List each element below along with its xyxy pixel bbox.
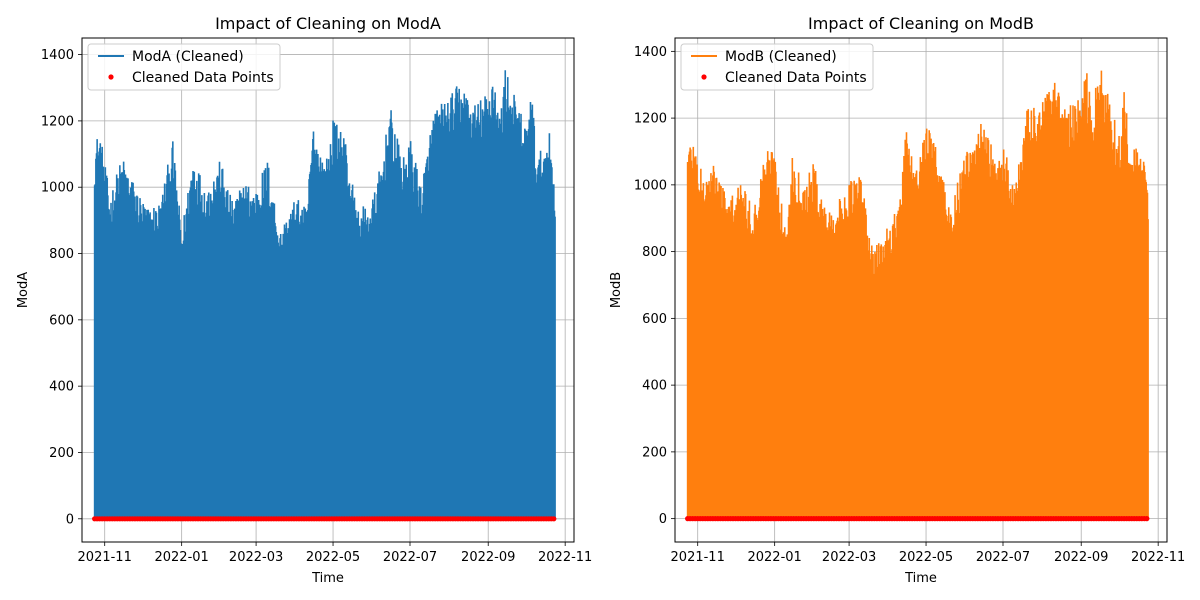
legend-box bbox=[87, 43, 281, 91]
x-tick-label: 2022-03 bbox=[822, 550, 876, 565]
legend-point-swatch bbox=[701, 74, 707, 80]
cleaned-data-point bbox=[1144, 516, 1150, 522]
legend-label: Cleaned Data Points bbox=[725, 70, 867, 86]
x-tick-label: 2022-03 bbox=[229, 550, 283, 565]
y-tick-label: 200 bbox=[49, 446, 74, 461]
x-tick-label: 2021-11 bbox=[78, 550, 132, 565]
chart-title: Impact of Cleaning on ModB bbox=[808, 14, 1034, 33]
x-tick-label: 2022-05 bbox=[899, 550, 953, 565]
x-axis-label: Time bbox=[904, 571, 937, 586]
plot-frame bbox=[81, 37, 575, 543]
cleaned-data-point bbox=[551, 516, 557, 522]
series-line-1 bbox=[93, 70, 556, 519]
legend-point-swatch bbox=[108, 74, 114, 80]
x-tick-label: 2022-09 bbox=[1054, 550, 1108, 565]
x-tick-label: 2022-01 bbox=[154, 550, 208, 565]
x-tick-label: 2022-07 bbox=[976, 550, 1030, 565]
plot-frame bbox=[674, 37, 1168, 543]
chart-title: Impact of Cleaning on ModA bbox=[215, 14, 441, 33]
y-tick-label: 1400 bbox=[41, 48, 74, 63]
y-tick-label: 1000 bbox=[634, 178, 667, 193]
legend-label: ModA (Cleaned) bbox=[132, 49, 244, 65]
x-tick-label: 2022-01 bbox=[747, 550, 801, 565]
series-line-2 bbox=[686, 70, 1149, 519]
y-tick-label: 1400 bbox=[634, 45, 667, 60]
y-axis-label: ModB bbox=[609, 272, 624, 308]
y-tick-label: 1200 bbox=[41, 114, 74, 129]
y-axis-label: ModA bbox=[16, 272, 31, 308]
y-tick-label: 1000 bbox=[41, 181, 74, 196]
x-axis-label: Time bbox=[311, 571, 344, 586]
y-tick-label: 200 bbox=[642, 445, 667, 460]
cleaned-points-group bbox=[685, 516, 1150, 522]
chart-panel-2: Impact of Cleaning on ModB 0 200 400 600 800 1… bbox=[609, 14, 1185, 586]
legend-label: ModB (Cleaned) bbox=[725, 49, 837, 65]
cleaned-points-group bbox=[92, 516, 557, 522]
y-tick-label: 800 bbox=[642, 245, 667, 260]
x-tick-label: 2022-09 bbox=[461, 550, 515, 565]
y-tick-label: 0 bbox=[66, 512, 74, 527]
x-tick-label: 2022-11 bbox=[1131, 550, 1185, 565]
y-tick-label: 400 bbox=[642, 379, 667, 394]
legend-box bbox=[680, 43, 874, 91]
chart-panel-1: Impact of Cleaning on ModA 0 200 400 600 800 1… bbox=[16, 14, 592, 586]
y-tick-label: 1200 bbox=[634, 112, 667, 127]
x-tick-label: 2022-11 bbox=[538, 550, 592, 565]
y-tick-label: 600 bbox=[642, 312, 667, 327]
legend: ModA (Cleaned) Cleaned Data Points bbox=[87, 43, 281, 91]
y-tick-label: 0 bbox=[659, 512, 667, 527]
legend: ModB (Cleaned) Cleaned Data Points bbox=[680, 43, 874, 91]
x-tick-label: 2022-05 bbox=[306, 550, 360, 565]
y-tick-label: 800 bbox=[49, 247, 74, 262]
y-tick-label: 400 bbox=[49, 380, 74, 395]
x-tick-label: 2022-07 bbox=[383, 550, 437, 565]
legend-label: Cleaned Data Points bbox=[132, 70, 274, 86]
x-tick-label: 2021-11 bbox=[671, 550, 725, 565]
y-tick-label: 600 bbox=[49, 313, 74, 328]
